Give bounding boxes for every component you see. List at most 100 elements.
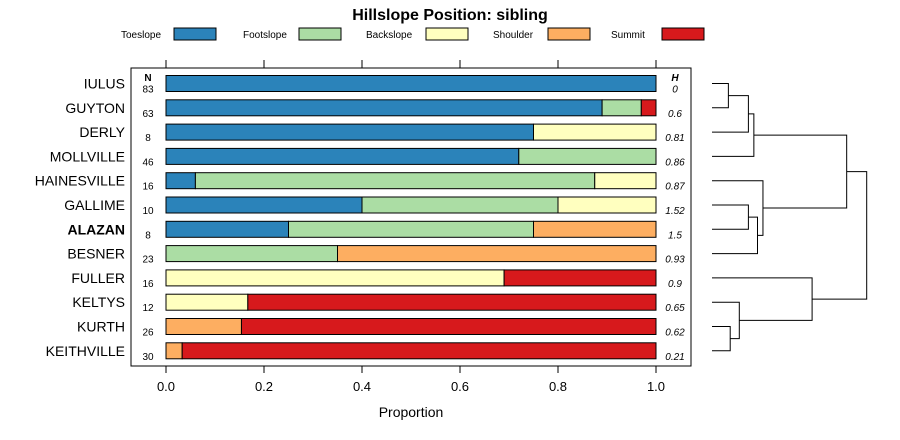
bar-segment-gallime-backslope: [557, 196, 657, 214]
n-value-mollville: 46: [142, 157, 154, 168]
legend-label-shoulder: Shoulder: [493, 30, 534, 41]
row-label-keithville: KEITHVILLE: [46, 343, 125, 359]
row-label-gallime: GALLIME: [64, 197, 125, 213]
bar-row-gallime: [165, 196, 657, 214]
n-value-iulus: 83: [142, 85, 154, 96]
bar-row-iulus: [165, 75, 657, 92]
bar-segment-keltys-summit: [247, 293, 657, 311]
legend-swatch-toeslope: [173, 27, 217, 41]
bar-segment-mollville-footslope: [518, 147, 657, 165]
dendrogram-merge-1: [712, 95, 749, 133]
bar-segment-hainesville-toeslope: [165, 172, 196, 190]
bar-segment-alazan-toeslope: [165, 220, 289, 238]
row-label-hainesville: HAINESVILLE: [35, 173, 125, 189]
h-value-hainesville: 0.87: [665, 182, 685, 193]
bar-segment-kurth-shoulder: [165, 318, 242, 335]
bar-segment-guyton-footslope: [601, 99, 642, 117]
bar-segment-fuller-backslope: [165, 269, 505, 287]
x-tick-label-3: 0.6: [451, 379, 469, 394]
legend-swatch-summit: [661, 27, 705, 41]
h-value-keithville: 0.21: [665, 352, 684, 363]
x-tick-label-1: 0.2: [255, 379, 273, 394]
row-label-guyton: GUYTON: [65, 100, 125, 116]
x-tick-label-2: 0.4: [353, 379, 371, 394]
row-label-keltys: KELTYS: [72, 294, 125, 310]
bar-segment-fuller-summit: [503, 269, 657, 287]
dendrogram-merge-6: [753, 134, 848, 209]
row-label-besner: BESNER: [67, 246, 125, 262]
legend-label-summit: Summit: [611, 30, 645, 41]
bar-row-derly: [165, 123, 657, 141]
n-value-gallime: 10: [142, 206, 154, 217]
bars: [165, 75, 657, 360]
row-label-kurth: KURTH: [77, 319, 125, 335]
bar-segment-gallime-footslope: [361, 196, 559, 214]
h-value-kurth: 0.62: [665, 328, 685, 339]
row-label-mollville: MOLLVILLE: [50, 148, 125, 164]
n-value-besner: 23: [142, 255, 154, 266]
bar-row-mollville: [165, 147, 657, 165]
h-value-guyton: 0.6: [668, 109, 682, 120]
bar-segment-derly-toeslope: [165, 123, 534, 141]
bar-segment-alazan-shoulder: [533, 220, 657, 238]
legend-swatch-backslope: [425, 27, 469, 41]
bar-row-alazan: [165, 220, 657, 238]
bar-row-kurth: [165, 318, 657, 335]
bar-row-hainesville: [165, 172, 657, 190]
bar-segment-keltys-backslope: [165, 293, 249, 311]
legend-label-footslope: Footslope: [243, 30, 287, 41]
legend-label-toeslope: Toeslope: [121, 30, 161, 41]
legend-label-backslope: Backslope: [366, 30, 413, 41]
h-value-besner: 0.93: [665, 255, 685, 266]
h-column-header: H: [671, 73, 679, 84]
h-value-fuller: 0.9: [668, 279, 682, 290]
bar-row-keltys: [165, 293, 657, 311]
dendrogram-merge-0: [712, 83, 729, 109]
dendrogram-merge-8: [712, 301, 740, 340]
dendrogram-merge-4: [712, 216, 758, 255]
bar-row-guyton: [165, 99, 657, 117]
bar-row-keithville: [165, 342, 657, 360]
n-value-fuller: 16: [142, 279, 154, 290]
h-value-gallime: 1.52: [665, 206, 685, 217]
n-value-guyton: 63: [142, 109, 154, 120]
bar-segment-hainesville-backslope: [594, 172, 657, 190]
dendrogram-merge-9: [712, 277, 813, 321]
legend-swatch-shoulder: [547, 27, 591, 41]
bar-segment-besner-footslope: [165, 245, 338, 263]
bar-segment-alazan-footslope: [288, 220, 534, 238]
n-value-keltys: 12: [142, 303, 154, 314]
n-column-header: N: [144, 73, 151, 84]
n-value-derly: 8: [145, 133, 151, 144]
bar-segment-keithville-summit: [181, 342, 657, 360]
row-label-iulus: IULUS: [84, 76, 125, 92]
plot-frame: [130, 67, 692, 367]
bar-row-fuller: [165, 269, 657, 287]
bar-segment-mollville-toeslope: [165, 147, 520, 165]
x-tick-label-0: 0.0: [157, 379, 175, 394]
x-tick-label-4: 0.8: [549, 379, 567, 394]
h-value-mollville: 0.86: [665, 157, 685, 168]
row-label-fuller: FULLER: [71, 270, 125, 286]
bar-segment-keithville-shoulder: [165, 342, 183, 360]
x-axis-label: Proportion: [379, 404, 444, 420]
bar-segment-besner-shoulder: [337, 245, 657, 263]
row-label-alazan: ALAZAN: [67, 221, 125, 237]
bar-segment-derly-backslope: [533, 123, 657, 141]
dendrogram-merge-5: [712, 180, 764, 236]
dendrogram: [712, 83, 868, 352]
chart-title: Hillslope Position: sibling: [352, 7, 548, 24]
bar-row-besner: [165, 245, 657, 263]
n-value-alazan: 8: [145, 230, 151, 241]
x-axis: 0.0 0.2 0.4 0.6 0.8 1.0: [157, 60, 665, 394]
bar-segment-gallime-toeslope: [165, 196, 363, 214]
n-value-kurth: 26: [142, 328, 154, 339]
h-value-derly: 0.81: [665, 133, 684, 144]
legend-swatch-footslope: [298, 27, 342, 41]
n-value-keithville: 30: [142, 352, 154, 363]
row-label-derly: DERLY: [79, 124, 125, 140]
row-labels: IULUS 8 3 0 GUYTON 63 0.6 DERLY 8 0.81 MOLLVILLE 46…: [35, 76, 685, 363]
x-tick-label-5: 1.0: [647, 379, 665, 394]
bar-segment-iulus-toeslope: [165, 75, 657, 92]
